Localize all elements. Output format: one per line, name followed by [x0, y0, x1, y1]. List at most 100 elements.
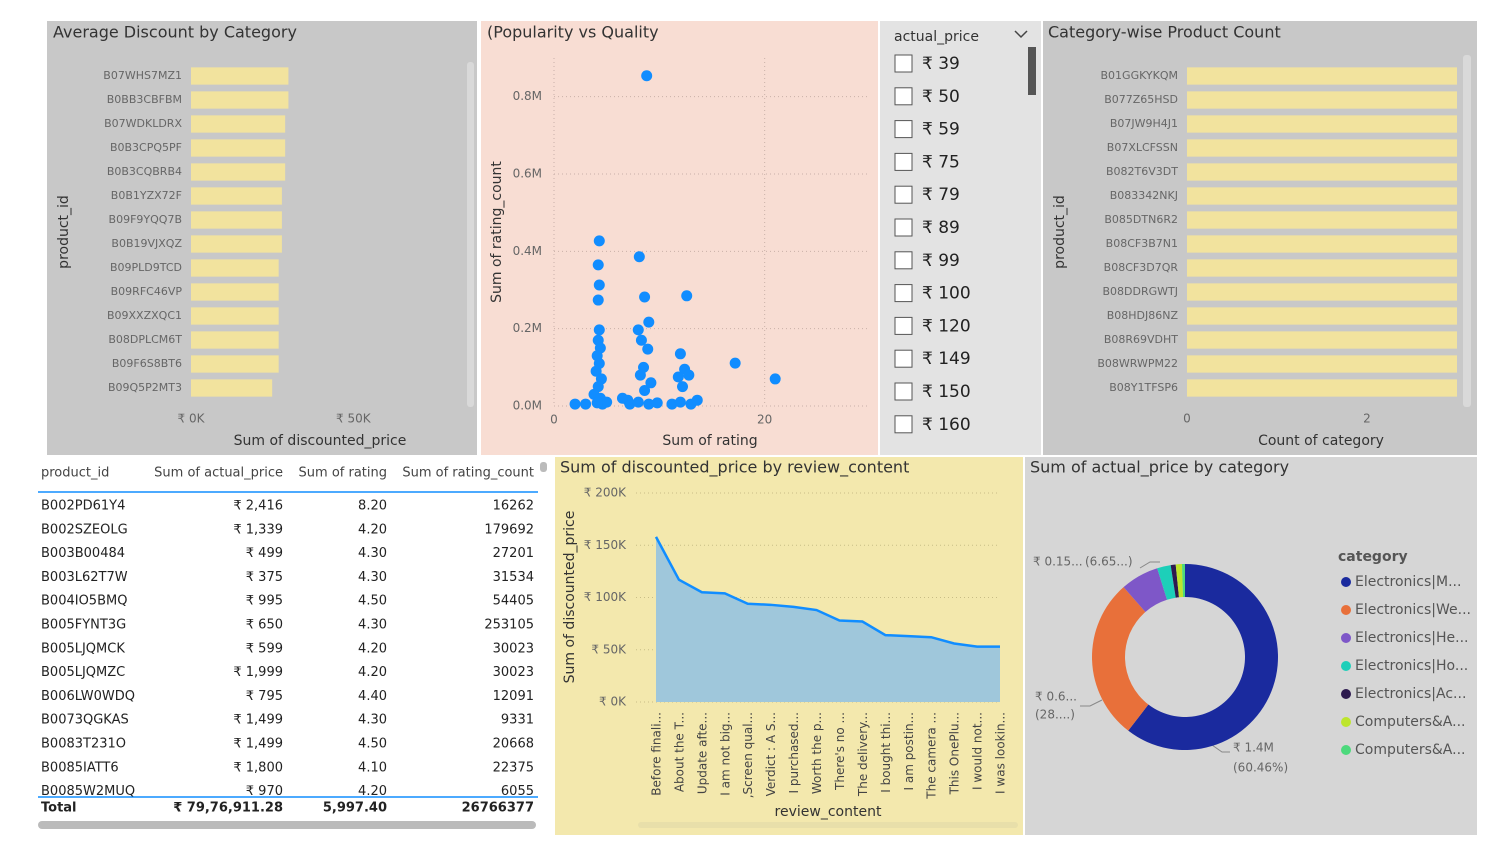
x-tick-label: 2: [1363, 412, 1371, 426]
point: [632, 324, 644, 336]
x-tick-label: I purchased...: [787, 712, 801, 794]
x-tick-label: ₹ 50K: [336, 412, 372, 426]
legend-label: Electronics|We...: [1355, 602, 1471, 618]
bar: [1187, 163, 1457, 181]
chart-title: Sum of actual_price by category: [1030, 458, 1289, 478]
bar: [1187, 307, 1457, 325]
column-header: Sum of rating_count: [402, 466, 534, 481]
point: [677, 381, 689, 393]
checkbox[interactable]: [894, 87, 913, 106]
scrollbar[interactable]: [540, 462, 547, 472]
point: [593, 235, 605, 247]
y-tick-label: B07JW9H4J1: [1110, 117, 1178, 130]
table-cell: 20668: [493, 737, 534, 752]
checkbox[interactable]: [894, 382, 913, 401]
bar: [191, 115, 286, 133]
y-tick-label: 0.0M: [513, 399, 542, 413]
point: [674, 396, 686, 408]
legend-label: Computers&A...: [1355, 714, 1466, 730]
checkbox[interactable]: [894, 415, 913, 434]
slicer-item: ₹ 59: [922, 120, 960, 140]
x-axis-title: review_content: [775, 804, 882, 820]
table-cell: 4.20: [358, 641, 387, 656]
checkbox[interactable]: [894, 120, 913, 139]
checkbox[interactable]: [894, 152, 913, 171]
legend-label: Electronics|Ho...: [1355, 658, 1468, 674]
bar: [191, 139, 286, 157]
point: [641, 70, 653, 82]
point: [645, 377, 657, 389]
table-cell: 12091: [493, 689, 534, 704]
chart-title: (Popularity vs Quality: [487, 23, 659, 42]
x-tick-label: 20: [757, 413, 772, 427]
y-tick-label: B0B1YZX72F: [111, 189, 182, 202]
checkbox[interactable]: [894, 54, 913, 73]
table-cell: ₹ 1,339: [233, 522, 283, 537]
point: [634, 369, 646, 381]
y-tick-label: B083342NKJ: [1110, 189, 1178, 202]
area: [656, 536, 1000, 702]
point: [591, 397, 603, 409]
y-tick-label: B08CF3B7N1: [1106, 237, 1178, 250]
table-cell: 4.30: [358, 570, 387, 585]
legend-swatch: [1341, 717, 1351, 727]
table-cell: 4.20: [358, 784, 387, 799]
point: [633, 251, 645, 263]
slice: [1175, 564, 1184, 598]
checkbox[interactable]: [894, 251, 913, 270]
data-label: ₹ 0.6...: [1035, 690, 1077, 704]
scrollbar[interactable]: [38, 821, 536, 829]
y-tick-label: B09Q5P2MT3: [108, 381, 182, 394]
table-cell: ₹ 1,999: [233, 665, 283, 680]
legend-swatch: [1341, 689, 1351, 699]
table-cell: B0085IATT6: [41, 760, 119, 775]
chevron[interactable]: [1014, 30, 1028, 39]
scrollbar[interactable]: [638, 822, 1018, 828]
x-tick-label: I am not big...: [718, 712, 732, 796]
table-cell: 22375: [493, 760, 534, 775]
y-tick-label: B085DTN6R2: [1104, 213, 1178, 226]
point: [592, 294, 604, 306]
data-label: (28....): [1035, 708, 1075, 722]
leader-line: [1211, 744, 1230, 753]
scrollbar[interactable]: [467, 62, 474, 407]
checkbox[interactable]: [894, 349, 913, 368]
x-tick-label: 0: [550, 413, 558, 427]
checkbox[interactable]: [894, 218, 913, 237]
point: [683, 369, 695, 381]
point: [639, 291, 651, 303]
table-cell: B003L62T7W: [41, 570, 128, 585]
y-tick-label: B07WDKLDRX: [104, 117, 182, 130]
y-tick-label: ₹ 200K: [584, 486, 627, 500]
bar: [191, 355, 279, 373]
checkbox[interactable]: [894, 185, 913, 204]
scrollbar[interactable]: [1463, 55, 1471, 407]
x-tick-label: ,Screen qual...: [741, 712, 755, 798]
checkbox[interactable]: [894, 316, 913, 335]
table-cell: 4.30: [358, 618, 387, 633]
table-cell: B0085W2MUQ: [41, 784, 135, 799]
y-tick-label: B09RFC46VP: [111, 285, 183, 298]
x-tick-label: I was lookin...: [994, 712, 1008, 794]
table-cell: 4.20: [358, 522, 387, 537]
table-cell: ₹ 795: [246, 689, 283, 704]
bar: [191, 91, 289, 109]
data-label: (6.65...): [1085, 555, 1133, 569]
y-tick-label: B08DDRGWTJ: [1103, 285, 1179, 298]
slice: [1128, 564, 1278, 750]
scrollbar[interactable]: [1028, 47, 1036, 95]
leader-line: [1080, 699, 1103, 707]
y-tick-label: B07XLCFSSN: [1107, 141, 1178, 154]
y-tick-label: B0B3CPQ5PF: [110, 141, 182, 154]
point: [681, 290, 693, 302]
x-tick-label: I would not...: [971, 712, 985, 790]
point: [590, 365, 602, 377]
bar: [1187, 115, 1457, 133]
slicer-item: ₹ 89: [922, 218, 960, 238]
table-cell: 31534: [493, 570, 534, 585]
table-cell: ₹ 970: [246, 784, 283, 799]
point: [643, 398, 655, 410]
checkbox[interactable]: [894, 284, 913, 303]
table-cell: ₹ 1,800: [233, 760, 283, 775]
legend-swatch: [1341, 577, 1351, 587]
